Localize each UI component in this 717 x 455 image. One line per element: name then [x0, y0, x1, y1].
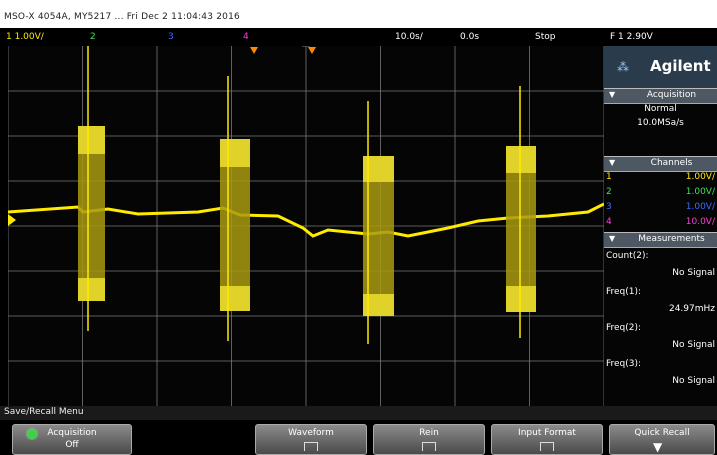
softkey-label: Rein — [419, 428, 439, 438]
measurement-label: Freq(1): — [606, 287, 642, 297]
collapse-icon: ▼ — [609, 234, 616, 243]
trigger-info[interactable]: F 1 2.90V — [610, 32, 653, 42]
channel-row-ch: 4 — [606, 217, 612, 227]
softkey-rein[interactable]: Rein — [373, 424, 485, 455]
burst-4 — [506, 86, 536, 338]
measurement-value: No Signal — [672, 268, 715, 278]
acquisition-mode: Normal — [644, 104, 677, 114]
brand-name: Agilent — [650, 57, 711, 75]
measurement-label: Count(2): — [606, 251, 649, 261]
measurement-value: 24.97mHz — [668, 304, 715, 314]
softkey-quick-recall[interactable]: Quick Recall ▼ — [609, 424, 715, 455]
channel-row-val: 1.00V/ — [685, 172, 715, 182]
ch1-ground-marker[interactable] — [8, 214, 16, 226]
ch2-label[interactable]: 2 — [90, 32, 96, 42]
agilent-logo-icon: ⁂ — [617, 60, 629, 74]
sidebar-panel: ⁂ Agilent ▼ Acquisition Normal 10.0MSa/s… — [604, 46, 717, 406]
channels-title: Channels — [650, 158, 693, 168]
softkey-value: Off — [65, 440, 79, 450]
measurement-value: No Signal — [672, 376, 715, 386]
acquisition-section-header[interactable]: ▼ Acquisition — [604, 88, 717, 104]
ch3-label[interactable]: 3 — [168, 32, 174, 42]
measurements-section-header[interactable]: ▼ Measurements — [604, 232, 717, 248]
time-reference-marker[interactable] — [308, 47, 316, 54]
acquisition-title: Acquisition — [646, 90, 697, 100]
ch1-scale[interactable]: 1 1.00V/ — [6, 32, 44, 42]
softkey-label: Input Format — [518, 428, 576, 438]
waveform-display[interactable] — [8, 46, 604, 406]
softkey-waveform[interactable]: Waveform — [255, 424, 367, 455]
arrow-down-icon: ▼ — [653, 440, 663, 454]
burst-3 — [363, 101, 394, 344]
softkey-label: Waveform — [288, 428, 334, 438]
ch4-label[interactable]: 4 — [243, 32, 249, 42]
softkey-label: Quick Recall — [634, 428, 690, 438]
waveform-svg — [8, 46, 604, 406]
channel-row-val: 10.0V/ — [685, 217, 715, 227]
softkey-bar: Acquisition Off Waveform Rein Input Form… — [0, 420, 717, 455]
time-offset[interactable]: 0.0s — [460, 32, 480, 42]
menu-title: Save/Recall Menu — [4, 407, 84, 417]
channel-row-ch: 1 — [606, 172, 612, 182]
checkbox-icon — [422, 442, 436, 451]
channel-row-val: 1.00V/ — [685, 187, 715, 197]
collapse-icon: ▼ — [609, 158, 616, 167]
checkbox-icon — [304, 442, 318, 451]
softkey-acquisition[interactable]: Acquisition Off — [12, 424, 132, 455]
brand-header: ⁂ Agilent — [604, 46, 717, 89]
channel-row-val: 1.00V/ — [685, 202, 715, 212]
measurement-label: Freq(3): — [606, 359, 642, 369]
checkbox-icon — [540, 442, 554, 451]
burst-1 — [78, 46, 105, 331]
title-bar: MSO-X 4054A, MY5217 ... Fri Dec 2 11:04:… — [0, 0, 717, 28]
ch1-trace — [8, 202, 604, 238]
measurement-value: No Signal — [672, 340, 715, 350]
softkey-knob-icon — [27, 429, 37, 439]
softkey-label: Acquisition — [47, 428, 97, 438]
channels-section-header[interactable]: ▼ Channels — [604, 156, 717, 172]
burst-2 — [220, 76, 250, 341]
status-bar: 1 1.00V/ 2 3 4 10.0s/ 0.0s Stop F 1 2.90… — [0, 28, 717, 46]
title-text: MSO-X 4054A, MY5217 ... Fri Dec 2 11:04:… — [4, 12, 240, 22]
channel-row-ch: 3 — [606, 202, 612, 212]
acquisition-rate: 10.0MSa/s — [637, 118, 684, 128]
time-scale[interactable]: 10.0s/ — [395, 32, 423, 42]
measurement-label: Freq(2): — [606, 323, 642, 333]
acq-mode: Stop — [535, 32, 556, 42]
channel-row-ch: 2 — [606, 187, 612, 197]
measurements-title: Measurements — [638, 234, 705, 244]
trigger-position-marker[interactable] — [250, 47, 258, 54]
menu-title-bar: Save/Recall Menu — [0, 406, 717, 420]
collapse-icon: ▼ — [609, 90, 616, 99]
softkey-input-format[interactable]: Input Format — [491, 424, 603, 455]
